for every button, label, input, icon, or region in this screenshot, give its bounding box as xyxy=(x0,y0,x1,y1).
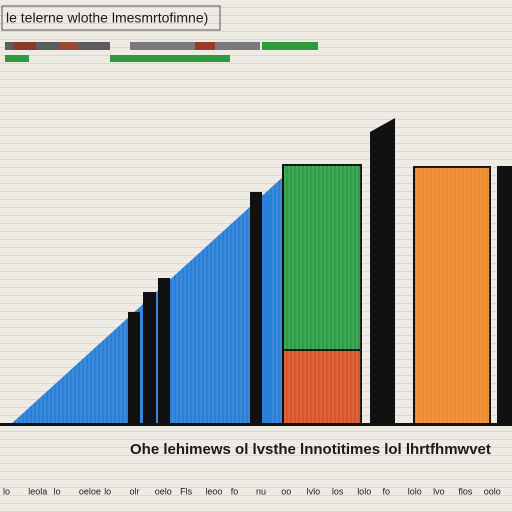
bar xyxy=(250,192,262,425)
bar xyxy=(370,118,395,425)
footer-label: lolo xyxy=(408,486,422,496)
baseline xyxy=(0,423,512,426)
footer-label: fo xyxy=(231,486,239,496)
footer-label: leola xyxy=(28,486,47,496)
legend-swatch xyxy=(14,42,36,50)
footer-label: olr xyxy=(130,486,140,496)
footer-label: nu xyxy=(256,486,266,496)
footer: lo leola lo oeloe lo olr oelo Fls leoo fo nu oo lvlo… xyxy=(3,486,501,496)
caption: Ohe lehimews ol lvsthe lnnotitimes lol l… xyxy=(130,441,491,458)
legend-swatch xyxy=(110,55,230,62)
legend-swatch xyxy=(5,42,110,50)
legend-swatch xyxy=(5,55,29,62)
footer-label: Fls xyxy=(180,486,192,496)
footer-label: oeloe xyxy=(79,486,101,496)
plot xyxy=(0,118,512,426)
footer-label: los xyxy=(332,486,344,496)
footer-label: oelo xyxy=(155,486,172,496)
footer-label: lo xyxy=(3,486,10,496)
footer-label: oo xyxy=(281,486,291,496)
footer-label: lvlo xyxy=(307,486,321,496)
footer-label: lo xyxy=(104,486,111,496)
bar-texture xyxy=(414,167,490,425)
bar xyxy=(158,278,170,425)
footer-label: leoo xyxy=(205,486,222,496)
bar xyxy=(262,195,272,425)
legend-swatch xyxy=(195,42,215,50)
header: le telerne wlothe lmesmrtofimne) xyxy=(1,5,318,62)
title-frame xyxy=(1,5,221,31)
footer-label: flos xyxy=(458,486,473,496)
bar xyxy=(128,312,140,425)
title: le telerne wlothe lmesmrtofimne) xyxy=(6,10,208,26)
footer-label: lo xyxy=(54,486,61,496)
legend-swatch xyxy=(262,42,318,50)
footer-label: lvo xyxy=(433,486,445,496)
footer-label: fo xyxy=(383,486,391,496)
footer-label: oolo xyxy=(484,486,501,496)
bar xyxy=(497,166,512,425)
bar-texture xyxy=(283,165,361,425)
legend-swatch xyxy=(60,42,78,50)
footer-label: lolo xyxy=(357,486,371,496)
bar xyxy=(143,292,156,425)
